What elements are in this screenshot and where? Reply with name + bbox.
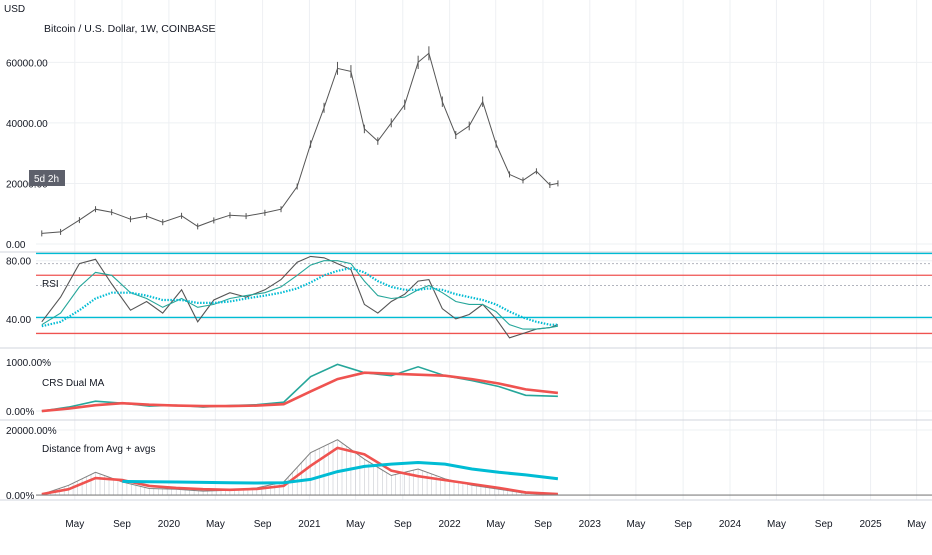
time-axis-label: Sep (815, 519, 833, 530)
pane-title: RSI (42, 279, 59, 290)
time-axis-label: May (346, 519, 365, 530)
currency-label: USD (4, 4, 25, 15)
crs-slow-line (41, 371, 559, 413)
time-axis-label: 2023 (579, 519, 602, 530)
y-tick-label: 60000.00 (6, 58, 48, 69)
pane-title: Distance from Avg + avgs (42, 444, 155, 455)
series-layer (36, 46, 932, 496)
price-line (41, 52, 558, 234)
time-axis-label: May (907, 519, 926, 530)
time-axis-label: Sep (534, 519, 552, 530)
y-tick-label: 0.00% (6, 407, 34, 418)
y-tick-label: 20000.00 (6, 179, 48, 190)
labels-layer: USD Bitcoin / U.S. Dollar, 1W, COINBASE … (4, 4, 926, 530)
y-tick-label: 0.00 (6, 240, 26, 251)
chart-title: Bitcoin / U.S. Dollar, 1W, COINBASE (44, 23, 216, 35)
pane-title: CRS Dual MA (42, 378, 105, 389)
time-axis-label: Sep (674, 519, 692, 530)
distance-slow-avg-line (122, 460, 559, 485)
countdown-badge-bg (29, 170, 65, 186)
time-axis-label: May (65, 519, 84, 530)
rsi-signal-line (41, 260, 558, 330)
time-axis-label: Sep (113, 519, 131, 530)
time-axis-label: Sep (394, 519, 412, 530)
y-tick-label: 0.00% (6, 491, 34, 502)
y-tick-label: 40000.00 (6, 119, 48, 130)
time-axis-label: May (767, 519, 786, 530)
rsi-slow-ma-line (41, 266, 558, 328)
time-axis-label: 2022 (438, 519, 461, 530)
time-axis-label: 2020 (158, 519, 181, 530)
time-axis-label: 2021 (298, 519, 321, 530)
grid-layer (36, 0, 932, 500)
time-axis-label: 2024 (719, 519, 742, 530)
y-tick-label: 1000.00% (6, 358, 51, 369)
y-tick-label: 20000.00% (6, 426, 57, 437)
y-tick-label: 40.00 (6, 315, 31, 326)
y-tick-label: 80.00 (6, 257, 31, 268)
time-axis-label: 2025 (859, 519, 882, 530)
countdown-badge: 5d 2h (29, 170, 65, 186)
time-axis-label: May (626, 519, 645, 530)
countdown-badge-text: 5d 2h (34, 174, 59, 185)
time-axis-label: May (206, 519, 225, 530)
time-axis-label: Sep (254, 519, 272, 530)
rsi-line (41, 255, 559, 339)
pane-separators (0, 251, 932, 501)
time-axis-label: May (486, 519, 505, 530)
